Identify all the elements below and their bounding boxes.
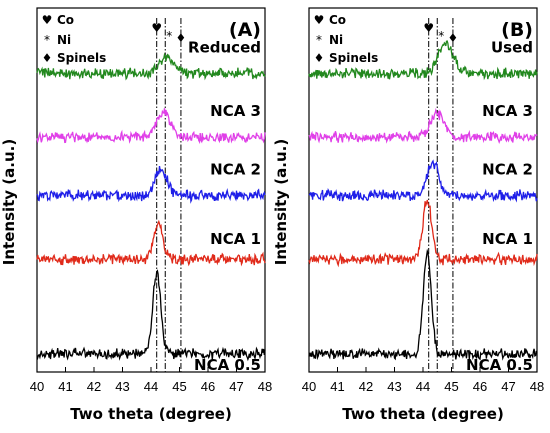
series-line-nca-0-5 (36, 269, 266, 362)
x-tick-label: 46 (473, 379, 487, 394)
reference-marker: ♦ (176, 31, 187, 45)
x-tick-label: 45 (444, 379, 458, 394)
series-line-nca-2 (308, 159, 538, 203)
panel-label: (B) (501, 19, 533, 41)
x-tick-label: 44 (416, 379, 430, 394)
legend-symbol: ♦ (314, 51, 325, 65)
legend-symbol: ♥ (42, 13, 53, 27)
reference-marker: ♥ (151, 21, 162, 35)
x-axis-label: Two theta (degree) (342, 405, 504, 423)
x-tick-label: 42 (359, 379, 373, 394)
series-line-reduced (36, 52, 266, 81)
x-tick-label: 40 (302, 379, 316, 394)
legend-symbol: ♦ (42, 51, 53, 65)
x-tick-label: 47 (229, 379, 243, 394)
x-tick-label: 44 (144, 379, 158, 394)
legend-symbol: ♥ (314, 13, 325, 27)
x-axis-label: Two theta (degree) (70, 405, 232, 423)
legend-label: Ni (329, 33, 343, 47)
x-tick-label: 41 (58, 379, 72, 394)
series-line-nca-1 (308, 199, 538, 268)
legend-label: Co (329, 13, 346, 27)
series-label: NCA 0.5 (466, 356, 533, 374)
series-label: NCA 2 (210, 160, 261, 178)
x-tick-label: 47 (501, 379, 515, 394)
series-line-nca-2 (36, 166, 266, 204)
x-tick-label: 41 (330, 379, 344, 394)
legend-label: Spinels (57, 51, 106, 65)
series-line-nca-0-5 (308, 248, 538, 361)
x-tick-label: 45 (172, 379, 186, 394)
series-label: NCA 2 (482, 160, 533, 178)
reference-marker: ♦ (448, 31, 459, 45)
legend-label: Co (57, 13, 74, 27)
x-tick-label: 48 (258, 379, 272, 394)
x-tick-label: 40 (30, 379, 44, 394)
reference-marker: ♥ (423, 21, 434, 35)
series-label: NCA 3 (482, 102, 533, 120)
series-label: NCA 1 (210, 230, 261, 248)
legend-symbol: * (44, 33, 50, 47)
legend-symbol: * (316, 33, 322, 47)
series-line-nca-1 (36, 219, 266, 267)
x-tick-label: 42 (87, 379, 101, 394)
series-label: NCA 1 (482, 230, 533, 248)
reference-marker: * (438, 29, 444, 43)
series-line-nca-3 (36, 108, 266, 145)
panel-label: (A) (229, 19, 261, 41)
legend-label: Spinels (329, 51, 378, 65)
y-axis-label: Intensity (a.u.) (272, 139, 290, 265)
legend-label: Ni (57, 33, 71, 47)
series-label: Used (491, 39, 533, 57)
series-label: NCA 3 (210, 102, 261, 120)
reference-marker: * (166, 29, 172, 43)
series-line-used (308, 40, 538, 81)
x-tick-label: 46 (201, 379, 215, 394)
x-tick-label: 43 (387, 379, 401, 394)
x-tick-label: 48 (530, 379, 544, 394)
series-line-nca-3 (308, 107, 538, 144)
series-label: Reduced (188, 39, 261, 57)
x-tick-label: 43 (115, 379, 129, 394)
series-label: NCA 0.5 (194, 356, 261, 374)
y-axis-label: Intensity (a.u.) (0, 139, 18, 265)
